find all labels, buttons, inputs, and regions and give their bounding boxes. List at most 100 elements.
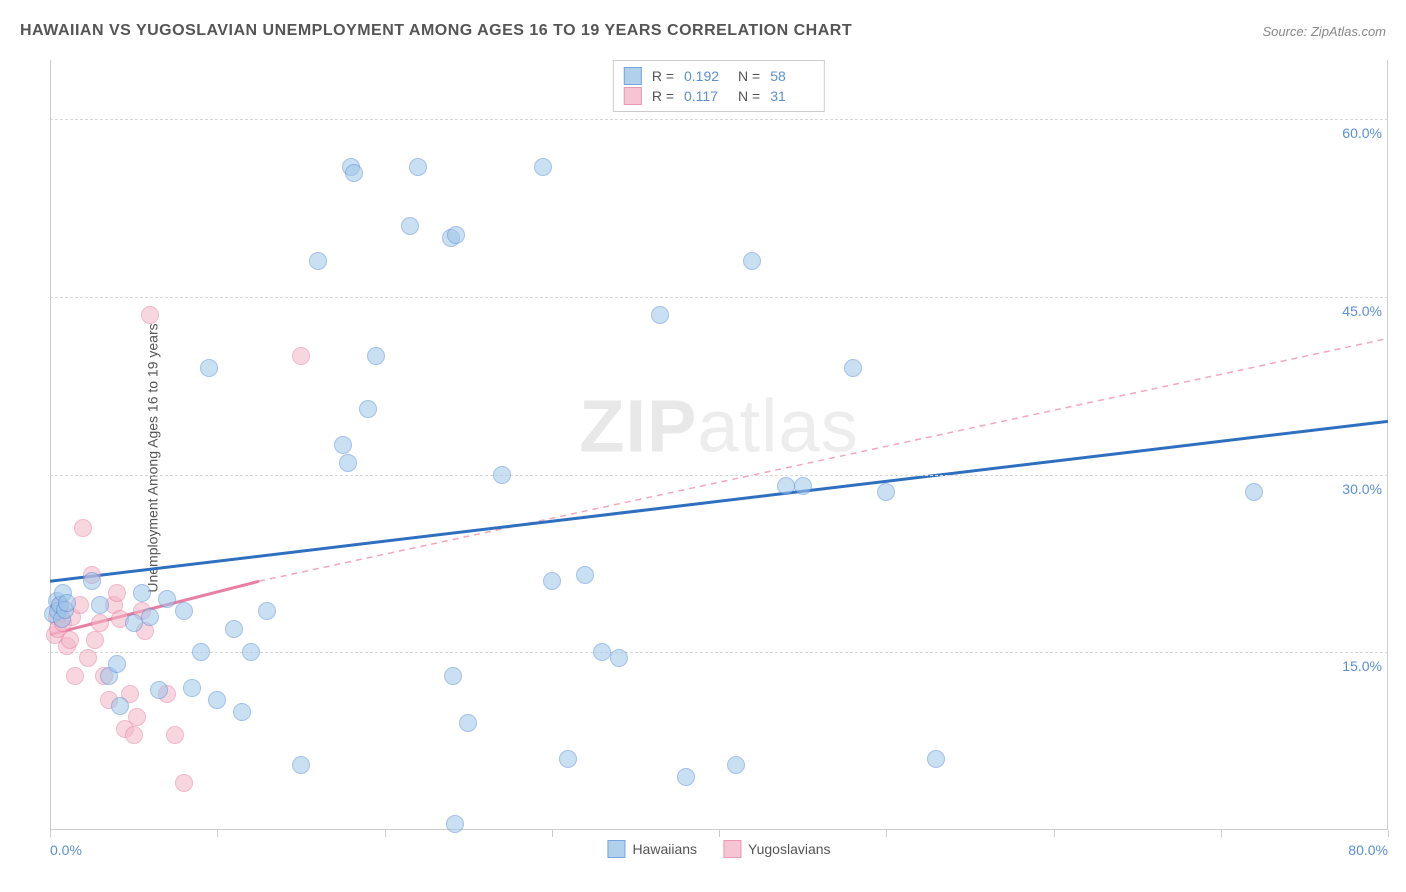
scatter-point [677,768,695,786]
scatter-point [192,643,210,661]
x-tick [719,830,720,837]
scatter-point [141,608,159,626]
x-tick [385,830,386,837]
scatter-point [534,158,552,176]
y-tick-label: 45.0% [1342,303,1382,319]
swatch-hawaiians [624,67,642,85]
scatter-point [242,643,260,661]
scatter-point [208,691,226,709]
bottom-legend: Hawaiians Yugoslavians [607,840,830,858]
source-attribution: Source: ZipAtlas.com [1262,24,1386,39]
scatter-point [258,602,276,620]
scatter-point [58,594,76,612]
scatter-point [128,708,146,726]
scatter-point [292,756,310,774]
scatter-point [125,726,143,744]
scatter-point [133,584,151,602]
legend-item-yugoslavians: Yugoslavians [723,840,831,858]
scatter-point [610,649,628,667]
scatter-point [927,750,945,768]
y-axis-left-line [50,60,51,830]
scatter-point [74,519,92,537]
grid-line [50,119,1388,120]
y-axis-right-line [1387,60,1388,830]
plot-area: ZIPatlas R = 0.192 N = 58 R = 0.117 N = … [50,60,1388,856]
scatter-point [334,436,352,454]
scatter-point [359,400,377,418]
n-label: N = [738,88,760,104]
scatter-point [108,584,126,602]
watermark: ZIPatlas [579,384,858,469]
n-value-hawaiians: 58 [770,68,814,84]
x-tick [50,830,51,837]
scatter-point [158,590,176,608]
scatter-point [141,306,159,324]
scatter-point [401,217,419,235]
scatter-point [292,347,310,365]
watermark-thin: atlas [697,385,858,468]
scatter-point [447,226,465,244]
scatter-point [446,815,464,833]
scatter-point [743,252,761,270]
trend-lines-svg [50,60,1388,856]
swatch-hawaiians [607,840,625,858]
scatter-point [493,466,511,484]
legend-label-yugoslavians: Yugoslavians [748,841,831,857]
r-label: R = [652,68,674,84]
x-tick [1221,830,1222,837]
scatter-point [166,726,184,744]
n-value-yugoslavians: 31 [770,88,814,104]
scatter-point [459,714,477,732]
scatter-point [844,359,862,377]
scatter-point [794,477,812,495]
scatter-point [225,620,243,638]
scatter-point [877,483,895,501]
y-tick-label: 30.0% [1342,481,1382,497]
chart-title: HAWAIIAN VS YUGOSLAVIAN UNEMPLOYMENT AMO… [20,22,852,40]
scatter-point [150,681,168,699]
scatter-point [111,697,129,715]
scatter-point [777,477,795,495]
scatter-point [339,454,357,472]
x-tick [217,830,218,837]
scatter-point [559,750,577,768]
scatter-point [1245,483,1263,501]
x-max-label: 80.0% [1348,842,1388,858]
scatter-point [543,572,561,590]
x-tick [1388,830,1389,837]
x-tick [886,830,887,837]
scatter-point [593,643,611,661]
scatter-point [79,649,97,667]
stats-legend: R = 0.192 N = 58 R = 0.117 N = 31 [613,60,825,112]
scatter-point [233,703,251,721]
scatter-point [108,655,126,673]
scatter-point [66,667,84,685]
scatter-point [175,602,193,620]
r-value-yugoslavians: 0.117 [684,88,728,104]
legend-item-hawaiians: Hawaiians [607,840,697,858]
scatter-point [91,596,109,614]
y-tick-label: 15.0% [1342,658,1382,674]
scatter-point [200,359,218,377]
swatch-yugoslavians [723,840,741,858]
n-label: N = [738,68,760,84]
x-min-label: 0.0% [50,842,82,858]
scatter-point [727,756,745,774]
trend-line [50,421,1388,581]
x-tick [552,830,553,837]
trend-line [259,338,1388,581]
watermark-bold: ZIP [579,385,697,468]
scatter-point [309,252,327,270]
scatter-point [367,347,385,365]
scatter-point [651,306,669,324]
scatter-point [576,566,594,584]
scatter-point [86,631,104,649]
y-tick-label: 60.0% [1342,125,1382,141]
scatter-point [175,774,193,792]
scatter-point [183,679,201,697]
scatter-point [125,614,143,632]
grid-line [50,297,1388,298]
legend-label-hawaiians: Hawaiians [632,841,697,857]
scatter-point [61,631,79,649]
r-label: R = [652,88,674,104]
